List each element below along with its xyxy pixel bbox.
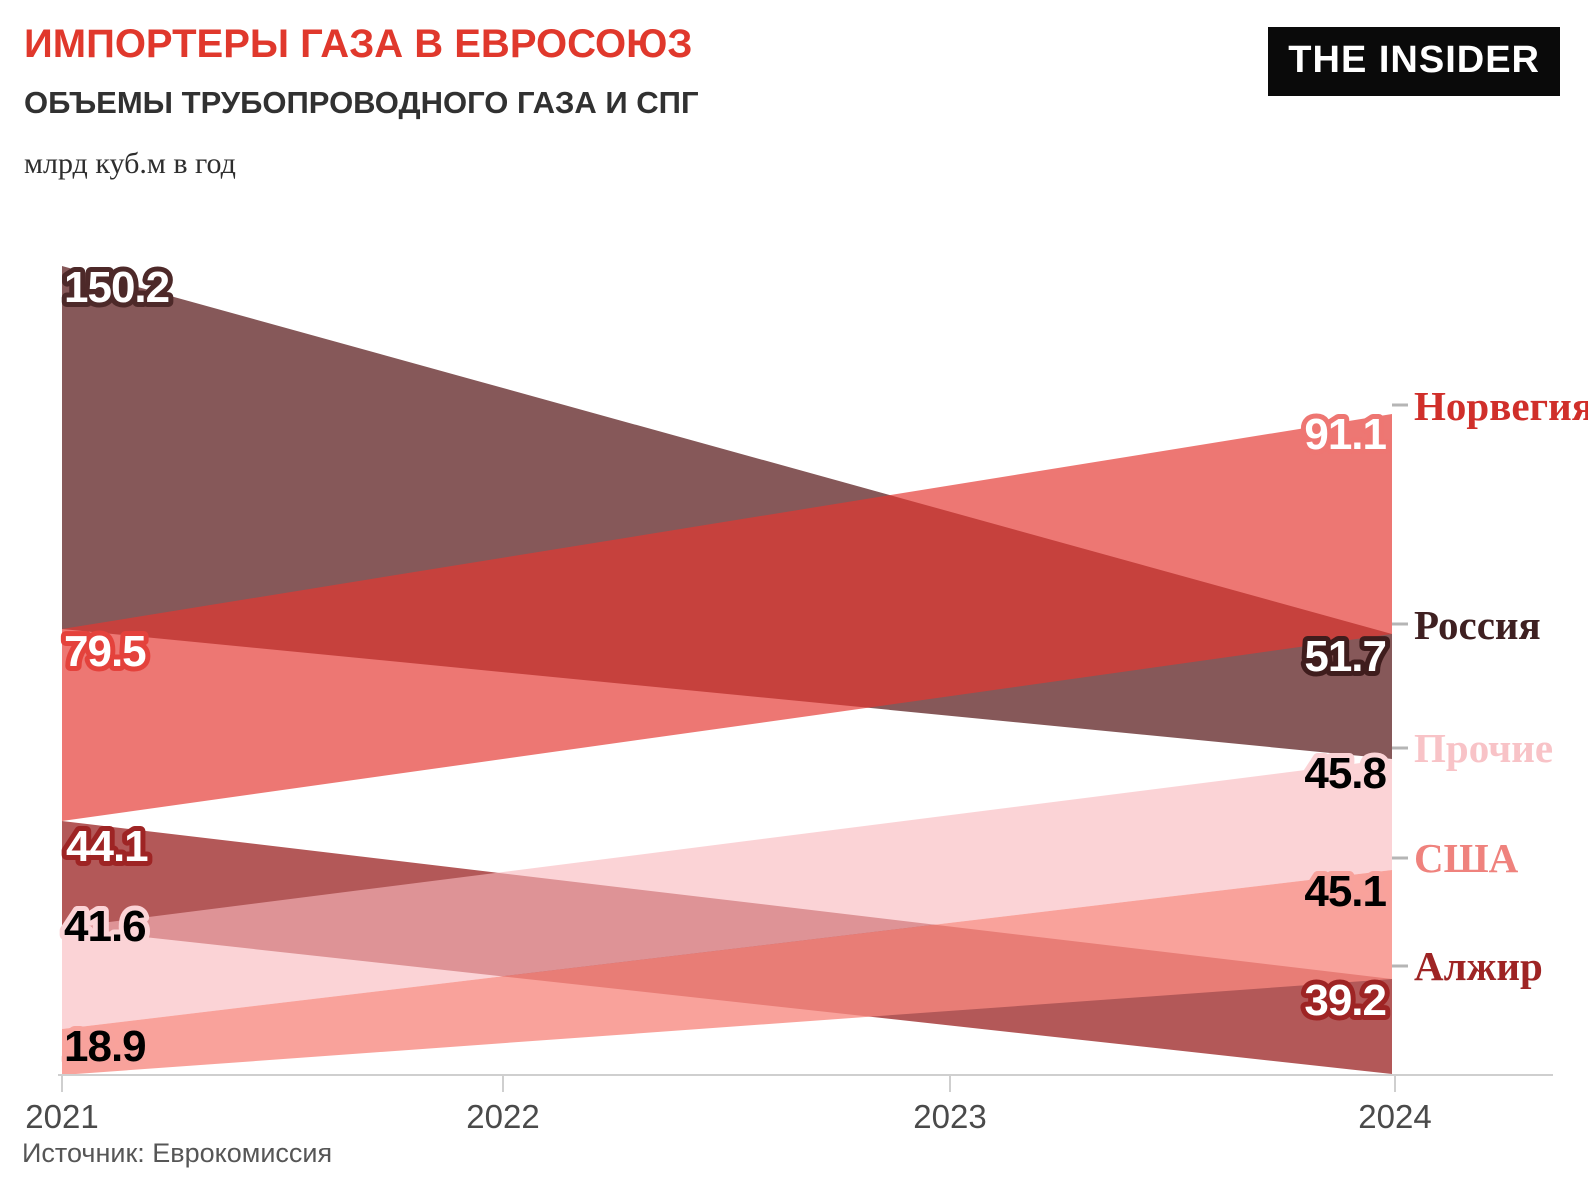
value-2024-usa: 45.1: [1304, 867, 1386, 916]
series-label-usa: США: [1414, 835, 1519, 881]
series-label-russia: Россия: [1414, 602, 1541, 648]
x-axis-label-2023: 2023: [913, 1098, 986, 1135]
ribbon-usa: [62, 870, 1392, 1075]
ribbon-others: [62, 759, 1392, 1029]
value-2024-russia: 51.7: [1304, 632, 1386, 681]
value-2021-usa: 18.9: [64, 1022, 146, 1071]
page-subtitle: ОБЪЕМЫ ТРУБОПРОВОДНОГО ГАЗА И СПГ: [24, 85, 699, 120]
source-note: Источник: Еврокомиссия: [22, 1138, 333, 1168]
page-title: ИМПОРТЕРЫ ГАЗА В ЕВРОСОЮЗ: [24, 22, 693, 66]
ribbon-norway: [62, 414, 1392, 821]
x-axis-label-2022: 2022: [466, 1098, 539, 1135]
value-2021-russia: 150.2: [64, 263, 169, 312]
value-2024-algeria: 39.2: [1304, 976, 1386, 1025]
x-axis-label-2021: 2021: [25, 1098, 98, 1135]
value-2021-others: 41.6: [64, 902, 146, 951]
series-label-norway: Норвегия: [1414, 383, 1588, 429]
value-2021-algeria: 44.1: [66, 822, 148, 871]
the-insider-logo: THE INSIDER: [1268, 27, 1560, 96]
value-2024-norway: 91.1: [1304, 410, 1386, 459]
series-label-others: Прочие: [1414, 725, 1553, 771]
units-label: млрд куб.м в год: [24, 147, 236, 180]
x-axis-label-2024: 2024: [1358, 1098, 1431, 1135]
chart-header: ИМПОРТЕРЫ ГАЗА В ЕВРОСОЮЗ ОБЪЕМЫ ТРУБОПР…: [24, 22, 699, 181]
value-2024-others: 45.8: [1304, 749, 1386, 798]
value-2021-norway: 79.5: [64, 627, 146, 676]
series-label-algeria: Алжир: [1414, 943, 1543, 989]
